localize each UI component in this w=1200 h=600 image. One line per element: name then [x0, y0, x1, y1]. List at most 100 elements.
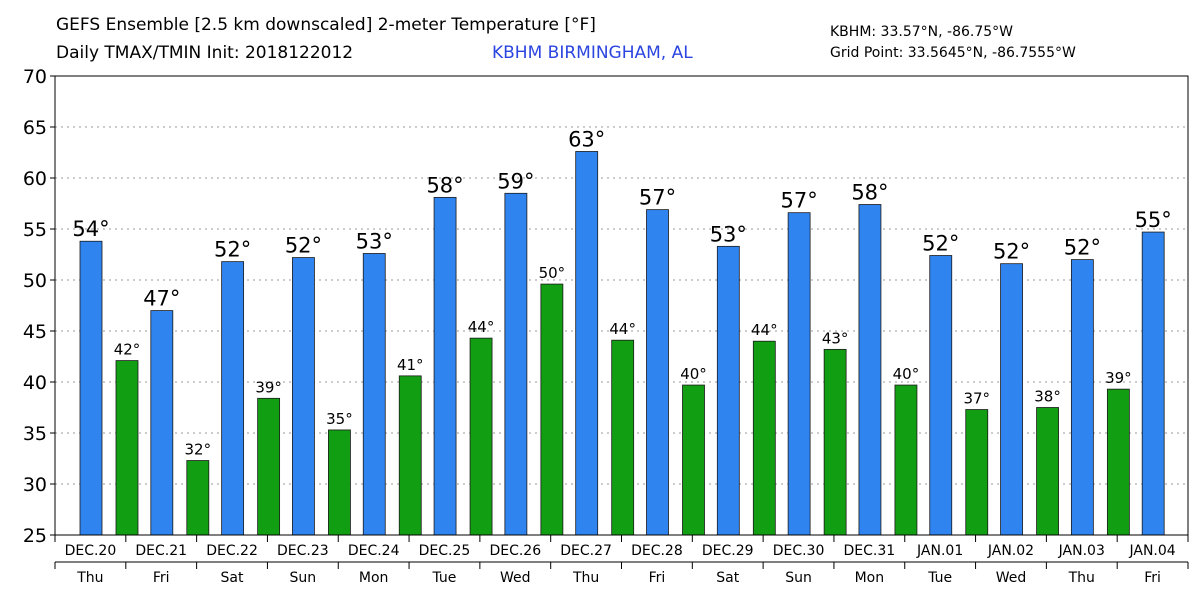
location-label: KBHM BIRMINGHAM, AL [492, 43, 693, 63]
tmax-bar [646, 209, 669, 536]
x-date-label: DEC.21 [135, 543, 187, 559]
tmax-value-label: 55° [1135, 208, 1172, 232]
tmax-value-label: 58° [426, 173, 463, 197]
tmax-value-label: 53° [710, 222, 747, 246]
x-day-label: Wed [500, 570, 531, 586]
tmax-bar [1070, 259, 1094, 536]
tmax-bar [150, 310, 174, 536]
x-date-label: JAN.04 [1128, 543, 1175, 559]
x-day-label: Mon [855, 570, 885, 586]
tmax-value-label: 52° [285, 234, 322, 258]
tmax-bar [1141, 231, 1165, 536]
chart-title: GEFS Ensemble [2.5 km downscaled] 2-mete… [56, 15, 596, 35]
tmin-value-label: 44° [609, 320, 636, 338]
x-date-label: DEC.26 [489, 543, 541, 559]
x-day-label: Thu [76, 570, 103, 586]
tmin-value-label: 38° [1034, 388, 1061, 406]
tmin-bar [540, 283, 564, 536]
tmin-bar [894, 384, 918, 536]
y-tick-label: 45 [23, 321, 47, 343]
y-tick-label: 70 [23, 66, 47, 88]
x-day-label: Thu [1068, 570, 1095, 586]
tmax-bar [716, 245, 740, 536]
x-date-label: DEC.30 [773, 543, 825, 559]
tmax-value-label: 57° [781, 189, 818, 213]
tmin-bar [1036, 407, 1059, 536]
tmin-value-label: 50° [539, 264, 566, 282]
tmin-value-label: 37° [963, 390, 990, 408]
x-date-label: DEC.20 [65, 543, 117, 559]
x-day-label: Sun [290, 570, 317, 586]
tmin-bar [823, 348, 847, 536]
y-tick-label: 35 [23, 423, 47, 445]
tmax-value-label: 54° [72, 217, 109, 241]
tmin-bar [328, 429, 351, 536]
tmin-value-label: 43° [822, 329, 849, 347]
x-day-label: Wed [996, 570, 1027, 586]
tmax-bar [504, 192, 528, 536]
x-day-label: Thu [572, 570, 599, 586]
x-date-label: DEC.31 [844, 543, 896, 559]
tmin-value-label: 39° [255, 378, 282, 396]
x-day-label: Tue [927, 570, 952, 586]
tmin-value-label: 39° [1105, 369, 1132, 387]
tmax-value-label: 59° [497, 169, 534, 193]
tmin-bar [257, 397, 281, 536]
tmax-bar [79, 240, 103, 536]
x-day-label: Fri [649, 570, 666, 586]
x-date-label: JAN.02 [987, 543, 1034, 559]
tmax-bar [433, 196, 457, 536]
tmax-value-label: 52° [1064, 236, 1101, 260]
x-day-label: Fri [153, 570, 170, 586]
x-date-label: JAN.03 [1058, 543, 1105, 559]
tmax-bar [787, 212, 811, 536]
x-date-label: DEC.25 [419, 543, 471, 559]
x-day-label: Tue [432, 570, 457, 586]
tmin-bar [752, 340, 776, 536]
x-date-label: DEC.23 [277, 543, 329, 559]
y-tick-label: 25 [23, 525, 47, 547]
tmin-bar [186, 460, 210, 536]
tmax-value-label: 53° [356, 229, 393, 253]
tmax-value-label: 57° [639, 186, 676, 210]
tmax-value-label: 63° [568, 127, 605, 151]
tmin-value-label: 32° [185, 441, 212, 459]
tmax-bar [221, 261, 245, 536]
chart-subtitle: Daily TMAX/TMIN Init: 2018122012 [56, 43, 354, 63]
tmin-bar [469, 337, 493, 536]
station-coordinates: KBHM: 33.57°N, -86.75°W [830, 24, 1013, 40]
tmax-value-label: 52° [214, 238, 251, 262]
tmax-bar [292, 257, 315, 536]
tmax-value-label: 52° [993, 240, 1030, 264]
x-date-label: DEC.28 [631, 543, 683, 559]
tmax-bar [575, 151, 599, 536]
x-date-label: DEC.22 [206, 543, 258, 559]
x-date-label: DEC.29 [702, 543, 754, 559]
tmin-bar [1106, 388, 1130, 536]
y-tick-label: 55 [23, 219, 47, 241]
tmin-value-label: 40° [680, 365, 707, 383]
x-day-label: Sat [716, 570, 739, 586]
x-date-label: JAN.01 [916, 543, 963, 559]
y-tick-label: 65 [23, 117, 47, 139]
grid-point-coordinates: Grid Point: 33.5645°N, -86.7555°W [830, 45, 1076, 61]
tmin-value-label: 40° [893, 365, 920, 383]
tmax-bar [1000, 263, 1023, 536]
tmin-value-label: 41° [397, 356, 424, 374]
tmax-value-label: 52° [922, 232, 959, 256]
y-tick-label: 30 [23, 474, 47, 496]
x-date-label: DEC.24 [348, 543, 400, 559]
tmin-value-label: 42° [114, 341, 141, 359]
y-tick-label: 40 [23, 372, 47, 394]
x-day-label: Mon [359, 570, 389, 586]
y-tick-label: 60 [23, 168, 47, 190]
tmax-value-label: 58° [851, 181, 888, 205]
tmax-bar [858, 204, 882, 536]
tmin-value-label: 44° [751, 321, 778, 339]
x-day-label: Fri [1144, 570, 1161, 586]
tmin-bar [398, 375, 422, 536]
x-date-label: DEC.27 [560, 543, 612, 559]
tmax-bar [929, 255, 953, 536]
x-day-label: Sun [785, 570, 812, 586]
